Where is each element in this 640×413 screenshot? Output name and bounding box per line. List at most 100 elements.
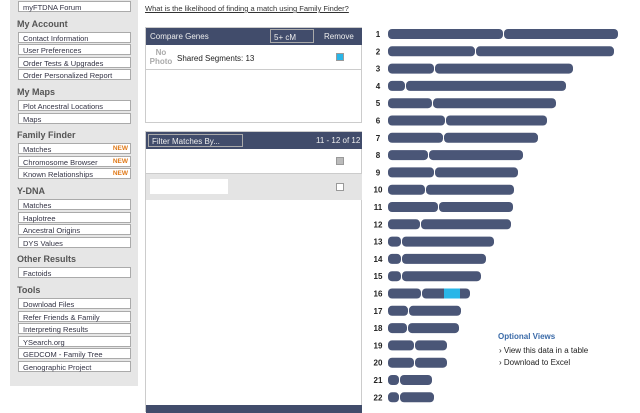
- nav-label: Refer Friends & Family: [23, 312, 100, 322]
- nav-link[interactable]: Plot Ancestral Locations: [18, 100, 131, 111]
- nav-label: Haplotree: [23, 213, 56, 223]
- match-name: [150, 179, 228, 194]
- chromosome-arm: [388, 392, 399, 403]
- compare-header: Compare Genes 5+ cM Remove: [146, 28, 362, 45]
- nav-link[interactable]: Factoids: [18, 267, 131, 279]
- nav-label: Known Relationships: [23, 170, 94, 180]
- nav-label: Genographic Project: [23, 363, 92, 372]
- chromosome-arm: [388, 357, 414, 368]
- chromosome-label: 10: [374, 186, 383, 195]
- chromosome-label: 4: [376, 82, 381, 91]
- nav-link[interactable]: Chromosome Browser NEW: [18, 155, 131, 167]
- chromosome-arm: [388, 63, 434, 74]
- chromosome-label: 20: [374, 359, 383, 368]
- chromosome-arm: [388, 271, 401, 282]
- match-checkbox[interactable]: [336, 157, 344, 165]
- chromosome-arm: [388, 340, 414, 351]
- section-heading: My Account: [17, 18, 68, 29]
- nav-link[interactable]: Maps: [18, 112, 131, 124]
- chromosome-arm: [388, 375, 399, 385]
- chromosome-arm: [388, 236, 401, 247]
- chromosome-arm: [504, 29, 618, 39]
- chromosome-arm: [415, 357, 447, 368]
- chromosome-label: 3: [376, 65, 381, 74]
- no-photo: No Photo: [149, 48, 173, 66]
- chromosome-label: 21: [374, 376, 383, 385]
- chromosome-arm: [388, 219, 420, 230]
- chromosome-arm: [388, 288, 421, 299]
- nav-link[interactable]: Matches: [18, 199, 131, 210]
- nav-label: GEDCOM - Family Tree: [23, 350, 103, 360]
- chromosome-label: 22: [374, 393, 383, 402]
- nav-link[interactable]: GEDCOM - Family Tree: [18, 348, 131, 360]
- chromosome-arm: [429, 150, 523, 161]
- nav-label: Factoids: [23, 269, 52, 279]
- chromosome-arm: [426, 184, 514, 195]
- new-badge: NEW: [112, 157, 128, 165]
- section-heading: Other Results: [17, 254, 77, 265]
- compare-panel: Compare Genes 5+ cM Remove No Photo Shar…: [145, 27, 362, 123]
- nav-label: Interpreting Results: [23, 325, 89, 335]
- likelihood-link[interactable]: What is the likelihood of finding a matc…: [145, 4, 349, 13]
- nav-link[interactable]: Interpreting Results: [18, 323, 131, 335]
- threshold-dropdown[interactable]: 5+ cM: [270, 29, 314, 43]
- new-badge: NEW: [112, 170, 128, 178]
- match-checkbox[interactable]: [336, 183, 344, 191]
- nav-link[interactable]: YSearch.org: [18, 335, 131, 347]
- nav-label: Chromosome Browser: [23, 157, 98, 167]
- matching-segment: [444, 288, 460, 299]
- nav-link[interactable]: Download Files: [18, 298, 131, 309]
- optional-view-link[interactable]: › View this data in a table: [499, 346, 589, 355]
- nav-link[interactable]: Order Personalized Report: [18, 69, 131, 81]
- chromosome-arm: [388, 115, 445, 126]
- chromosome-label: 5: [376, 99, 381, 108]
- match-row: [146, 149, 362, 174]
- nav-label: Ancestral Origins: [23, 226, 81, 236]
- filter-dropdown[interactable]: Filter Matches By...: [148, 134, 243, 147]
- remove-checkbox[interactable]: [336, 53, 344, 61]
- chromosome-arm: [402, 271, 481, 282]
- nav-link[interactable]: User Preferences: [18, 44, 131, 56]
- optional-views-title: Optional Views: [498, 332, 556, 341]
- chromosome-arm: [388, 98, 432, 109]
- section-heading: Family Finder: [17, 130, 76, 141]
- link-text[interactable]: Download to Excel: [503, 358, 571, 367]
- nav-link[interactable]: Contact Information: [18, 31, 131, 43]
- compare-title: Compare Genes: [150, 32, 209, 41]
- nav-link[interactable]: Haplotree: [18, 211, 131, 223]
- chromosome-label: 8: [376, 151, 381, 160]
- chromosome-arm: [388, 202, 438, 212]
- nav-label: User Preferences: [23, 46, 82, 56]
- chromosome-label: 2: [376, 47, 381, 56]
- chromosome-label: 19: [374, 341, 383, 350]
- pager-bar: [146, 405, 362, 413]
- nav-link[interactable]: DYS Values: [18, 236, 131, 248]
- remove-header: Remove: [324, 32, 354, 41]
- nav-link[interactable]: myFTDNA Forum: [18, 1, 131, 12]
- nav-link[interactable]: Genographic Project: [18, 361, 131, 372]
- chromosome-label: 11: [374, 203, 383, 212]
- match-row: [146, 174, 362, 200]
- chromosome-arm: [446, 115, 547, 126]
- nav-link[interactable]: Matches NEW: [18, 143, 131, 155]
- chromosome-arm: [435, 167, 518, 178]
- chromosome-arm: [388, 132, 443, 143]
- nav-label: Matches: [23, 201, 52, 210]
- optional-view-link[interactable]: › Download to Excel: [499, 358, 571, 367]
- link-text[interactable]: View this data in a table: [503, 346, 589, 355]
- chromosome-arm: [388, 305, 408, 316]
- nav-link[interactable]: Order Tests & Upgrades: [18, 56, 131, 68]
- nav-link[interactable]: Ancestral Origins: [18, 224, 131, 236]
- chromosome-label: 1: [376, 30, 381, 39]
- new-badge: NEW: [112, 145, 128, 153]
- chromosome-label: 13: [374, 238, 383, 247]
- nav-label: Contact Information: [23, 33, 89, 43]
- nav-link[interactable]: Known Relationships NEW: [18, 168, 131, 180]
- nav-label: Order Personalized Report: [23, 71, 113, 81]
- nav-link[interactable]: Refer Friends & Family: [18, 310, 131, 322]
- chromosome-label: 17: [374, 307, 383, 316]
- chromosome-arm: [388, 167, 434, 178]
- chromosome-label: 9: [376, 168, 381, 177]
